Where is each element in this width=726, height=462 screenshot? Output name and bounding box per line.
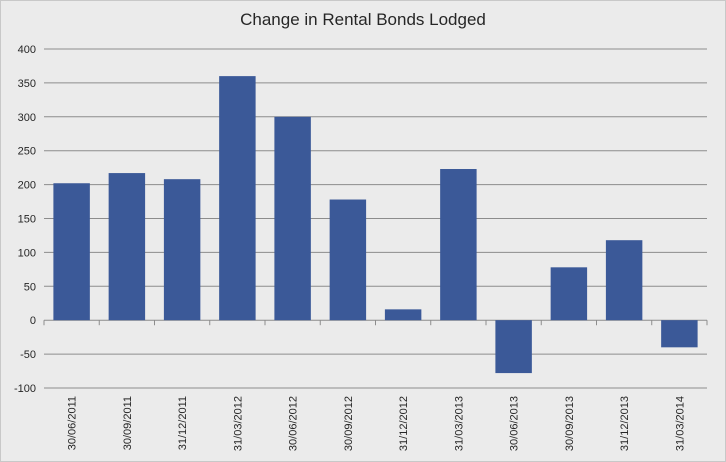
x-tick-label: 31/03/2012 <box>232 396 244 451</box>
x-tick-label: 30/09/2011 <box>122 396 134 450</box>
y-tick-label: 0 <box>30 315 36 327</box>
x-tick-label: 31/12/2012 <box>398 396 410 451</box>
x-tick-label: 31/12/2011 <box>177 396 189 450</box>
y-tick-label: 400 <box>18 44 36 56</box>
x-axis-ticks: 30/06/2011 30/09/2011 31/12/2011 31/03/2012… <box>67 396 687 451</box>
x-tick-label: 31/03/2014 <box>674 396 686 451</box>
bar <box>661 320 698 348</box>
y-tick-label: 300 <box>18 112 36 124</box>
y-tick-label: -100 <box>14 383 36 395</box>
x-tick-label: 31/12/2013 <box>619 396 631 451</box>
x-tick-label: 30/09/2013 <box>564 396 576 451</box>
y-tick-label: 200 <box>18 180 36 192</box>
bar <box>440 169 477 321</box>
gridlines <box>43 48 708 389</box>
y-axis-ticks: -100 -50 0 50 100 150 200 250 300 350 400 <box>14 44 36 395</box>
bar <box>108 173 146 321</box>
bar <box>550 267 588 321</box>
y-tick-label: 250 <box>18 146 36 158</box>
y-tick-label: -50 <box>20 349 36 361</box>
chart-title: Change in Rental Bonds Lodged <box>240 10 486 29</box>
bar <box>53 183 90 321</box>
bar <box>384 309 422 321</box>
x-tick-label: 30/06/2013 <box>509 396 521 451</box>
bars <box>53 76 698 374</box>
bar <box>495 320 532 374</box>
y-tick-label: 50 <box>24 281 36 293</box>
bar <box>274 116 311 321</box>
x-tick-label: 30/09/2012 <box>343 396 355 451</box>
y-tick-label: 150 <box>18 214 36 226</box>
x-tick-label: 30/06/2011 <box>67 396 79 450</box>
y-tick-label: 100 <box>18 247 36 259</box>
bar <box>163 179 201 321</box>
bar <box>219 76 256 321</box>
x-tick-label: 30/06/2012 <box>288 396 300 451</box>
bar <box>329 199 367 321</box>
x-tick-label: 31/03/2013 <box>453 396 465 451</box>
bar <box>605 240 643 321</box>
y-tick-label: 350 <box>18 78 36 90</box>
